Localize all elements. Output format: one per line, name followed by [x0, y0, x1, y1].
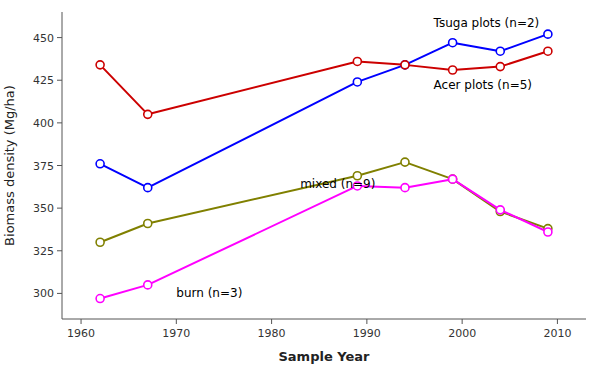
y-tick-label: 425 [33, 74, 54, 87]
point [96, 295, 104, 303]
plot-area [96, 30, 552, 302]
point [449, 66, 457, 74]
y-tick [57, 122, 62, 123]
point [496, 63, 504, 71]
x-tick-label: 1970 [162, 327, 190, 340]
y-tick [57, 250, 62, 251]
annotation: Acer plots (n=5) [434, 78, 532, 92]
annotations: Tsuga plots (n=2) Acer plots (n=5) mixed (… [176, 16, 539, 299]
x-tick-label: 2010 [543, 327, 571, 340]
point [401, 184, 409, 192]
point [96, 238, 104, 246]
point [96, 160, 104, 168]
x-tick-label: 2000 [448, 327, 476, 340]
annotation: Tsuga plots (n=2) [433, 16, 540, 30]
x-tick [271, 319, 272, 324]
y-tick-label: 375 [33, 160, 54, 173]
point [144, 184, 152, 192]
point [449, 175, 457, 183]
series-line [100, 179, 548, 298]
y-tick-label: 350 [33, 202, 54, 215]
y-tick-label: 450 [33, 32, 54, 45]
y-tick [57, 165, 62, 166]
x-tick-label: 1960 [67, 327, 95, 340]
y-tick [57, 208, 62, 209]
series-line [100, 51, 548, 114]
y-tick-label: 400 [33, 117, 54, 130]
series-line [100, 34, 548, 188]
series [96, 47, 552, 118]
y-tick [57, 293, 62, 294]
annotation: burn (n=3) [176, 286, 242, 300]
x-tick-label: 1990 [353, 327, 381, 340]
point [401, 61, 409, 69]
x-axis-label: Sample Year [278, 349, 370, 364]
x-tick-label: 1980 [258, 327, 286, 340]
x-tick [366, 319, 367, 324]
point [401, 61, 409, 69]
y-tick [57, 80, 62, 81]
point [353, 78, 361, 86]
point [496, 206, 504, 214]
x-axis-line [62, 319, 586, 320]
series [96, 30, 552, 192]
chart: 1960 1970 1980 1990 2000 2010 300 325 350 375 400 4… [0, 0, 600, 369]
x-tick [176, 319, 177, 324]
series [96, 175, 552, 302]
point [496, 47, 504, 55]
point [144, 219, 152, 227]
point [449, 39, 457, 47]
point [353, 57, 361, 65]
y-tick-label: 325 [33, 245, 54, 258]
point [544, 30, 552, 38]
point [96, 61, 104, 69]
x-tick [557, 319, 558, 324]
x-tick [462, 319, 463, 324]
y-tick-label: 300 [33, 287, 54, 300]
annotation: mixed (n=9) [300, 177, 375, 191]
y-axis-label: Biomass density (Mg/ha) [2, 85, 17, 246]
point [401, 158, 409, 166]
point [544, 47, 552, 55]
x-tick [81, 319, 82, 324]
point [144, 281, 152, 289]
y-tick [57, 37, 62, 38]
axes: 1960 1970 1980 1990 2000 2010 300 325 350 375 400 4… [33, 12, 586, 340]
point [544, 228, 552, 236]
point [449, 175, 457, 183]
point [144, 110, 152, 118]
